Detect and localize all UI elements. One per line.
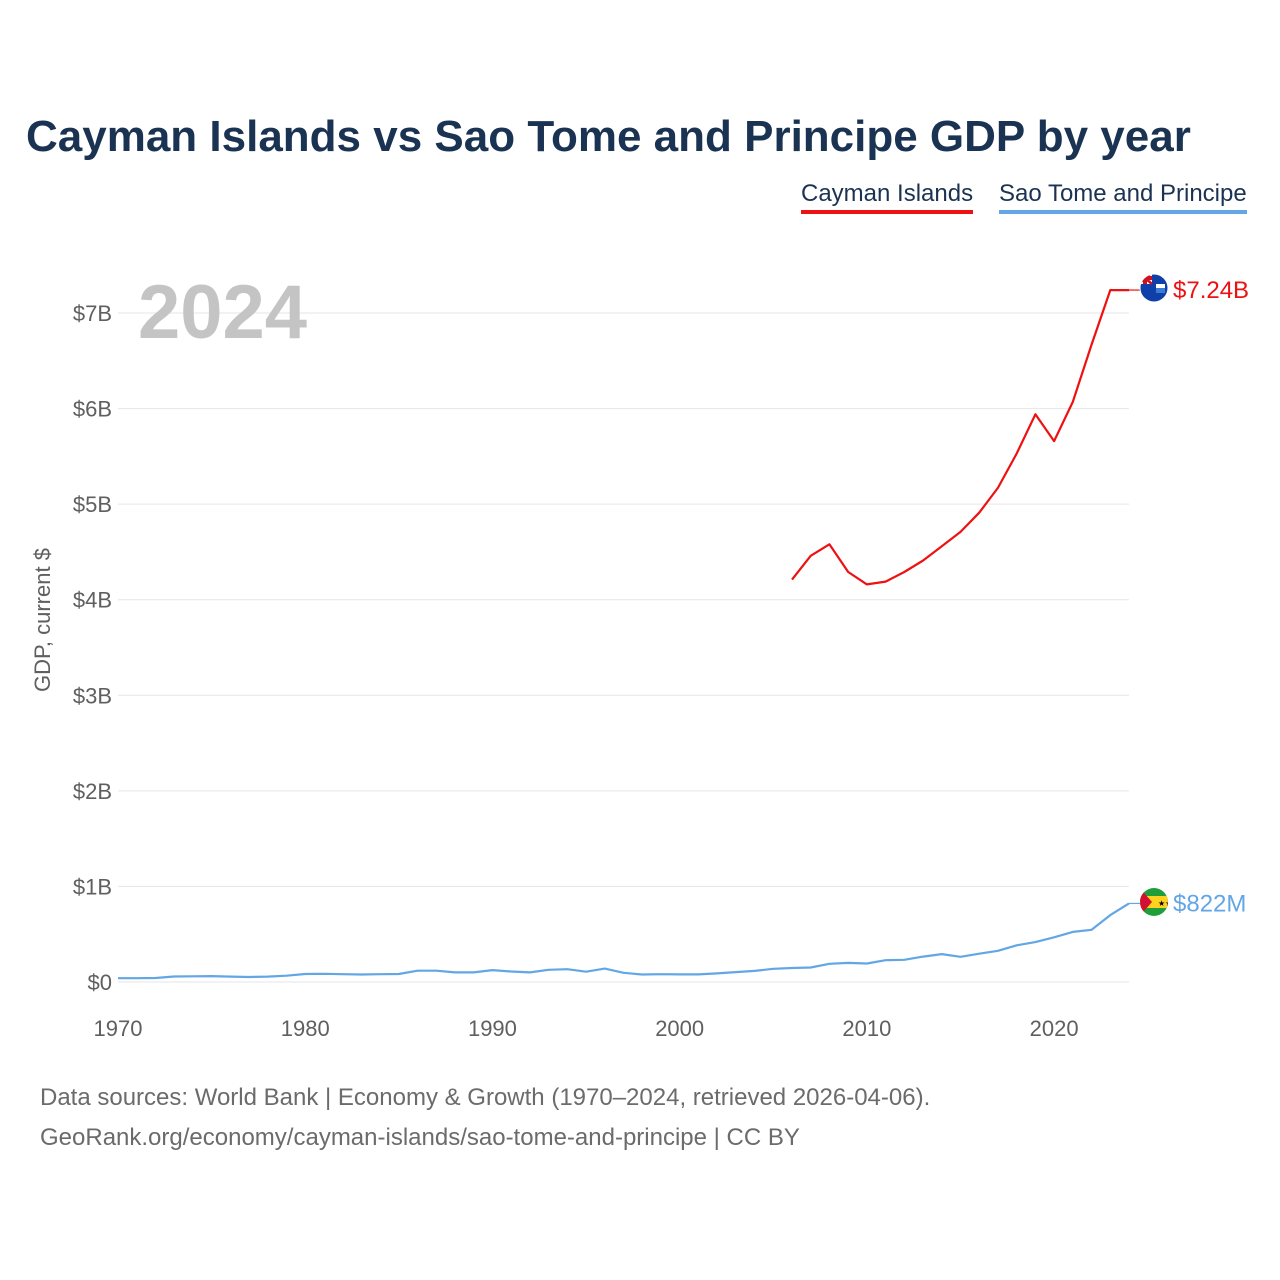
y-tick-label: $2B [73, 779, 112, 804]
legend-item-cayman-islands[interactable]: Cayman Islands [801, 180, 974, 214]
gdp-line-chart: 2024 $0 $1B $2B $3B $4B $5B $6B $7B 1970 1980 1990… [30, 270, 1249, 1041]
svg-text:★★: ★★ [1158, 899, 1172, 908]
source-url-line[interactable]: GeoRank.org/economy/cayman-islands/sao-t… [40, 1124, 800, 1151]
legend-item-sao-tome-and-principe[interactable]: Sao Tome and Principe [999, 180, 1247, 214]
y-tick-label: $3B [73, 683, 112, 708]
x-tick-label: 2020 [1030, 1016, 1079, 1041]
x-tick-label: 2010 [842, 1016, 891, 1041]
series-line-sao-tome-and-principe[interactable] [118, 902, 1130, 980]
source-line: Data sources: World Bank | Economy & Gro… [40, 1084, 931, 1111]
year-watermark: 2024 [138, 270, 307, 355]
end-value-label-cayman-islands: $7.24B [1173, 277, 1249, 304]
chart-title: Cayman Islands vs Sao Tome and Principe … [26, 112, 1191, 161]
y-axis-label: GDP, current $ [30, 548, 55, 692]
x-tick-label: 1970 [94, 1016, 143, 1041]
sao-tome-and-principe-flag: ★★ [1140, 888, 1172, 916]
y-tick-label: $7B [73, 301, 112, 326]
x-tick-label: 1990 [468, 1016, 517, 1041]
x-tick-label: 1980 [281, 1016, 330, 1041]
y-tick-label: $6B [73, 397, 112, 422]
x-tick-label: 2000 [655, 1016, 704, 1041]
series-line-cayman-islands[interactable] [791, 289, 1129, 586]
y-tick-label: $5B [73, 492, 112, 517]
cayman-islands-flag [1139, 273, 1169, 303]
y-tick-label: $4B [73, 588, 112, 613]
y-tick-label: $0 [88, 970, 112, 995]
y-tick-label: $1B [73, 874, 112, 899]
end-value-label-sao-tome-and-principe: $822M [1173, 890, 1246, 917]
